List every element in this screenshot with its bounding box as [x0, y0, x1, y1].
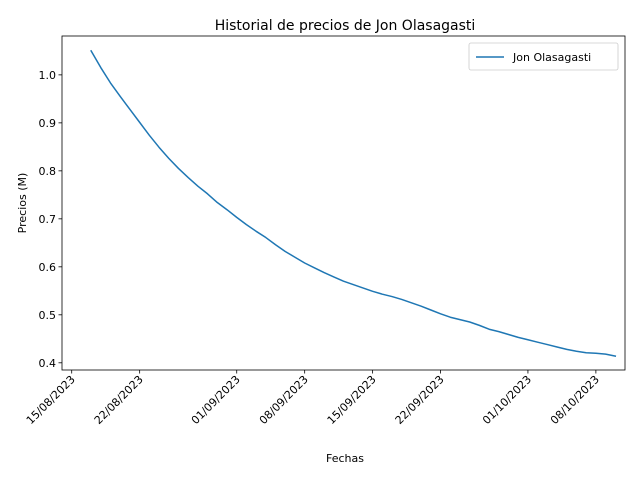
x-tick-label: 22/09/2023 [393, 373, 447, 427]
y-tick-label: 0.6 [39, 261, 57, 274]
y-tick-label: 0.7 [39, 213, 57, 226]
series-line-0 [90, 49, 617, 357]
x-tick-label: 15/09/2023 [325, 373, 379, 427]
y-axis: 0.4 0.5 0.6 0.7 0.8 0.9 1.0 [39, 69, 62, 370]
x-axis: 15/08/2023 22/08/2023 01/09/2023 08/09/2023… [24, 370, 602, 427]
legend: Jon Olasagasti [468, 42, 619, 71]
legend-label: Jon Olasagasti [512, 51, 591, 64]
y-tick-label: 0.8 [39, 165, 57, 178]
plot-area [90, 49, 617, 357]
plot-frame [61, 35, 626, 371]
y-tick-label: 0.4 [39, 357, 57, 370]
x-tick-label: 01/10/2023 [480, 373, 534, 427]
x-axis-label: Fechas [326, 452, 364, 465]
y-tick-label: 1.0 [39, 69, 57, 82]
x-tick-label: 22/08/2023 [92, 373, 146, 427]
legend-box [468, 42, 619, 71]
chart-title: Historial de precios de Jon Olasagasti [215, 18, 476, 34]
x-tick-label: 08/09/2023 [257, 373, 311, 427]
y-axis-label: Precios (M) [16, 173, 29, 234]
x-tick-label: 08/10/2023 [548, 373, 602, 427]
y-tick-label: 0.5 [39, 309, 57, 322]
x-tick-label: 15/08/2023 [24, 373, 78, 427]
y-tick-label: 0.9 [39, 117, 57, 130]
x-tick-label: 01/09/2023 [189, 373, 243, 427]
